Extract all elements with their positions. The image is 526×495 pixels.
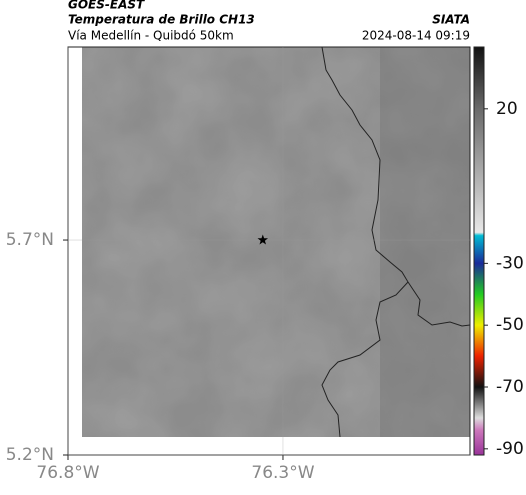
x-tick-label: 76.3°W [251,463,314,483]
datetime: 2024-08-14 09:19 [362,29,470,43]
map-image [82,46,471,438]
colorbar-tick-label: -70 [496,377,524,397]
colorbar [473,46,485,456]
source: SIATA [432,13,470,27]
title: GOES-EAST [68,0,145,12]
colorbar-tick-label: -50 [496,315,524,335]
colorbar-tick-label: 20 [496,99,518,119]
x-tick-label: 76.8°W [36,463,99,483]
y-tick-label: 5.7°N [6,230,54,250]
y-tick-label: 5.2°N [6,445,54,465]
region: Vía Medellín - Quibdó 50km [68,29,234,43]
colorbar-tick-label: -90 [496,439,524,459]
colorbar-tick-label: -30 [496,253,524,273]
subtitle: Temperatura de Brillo CH13 [68,13,255,27]
location-marker [257,234,268,245]
